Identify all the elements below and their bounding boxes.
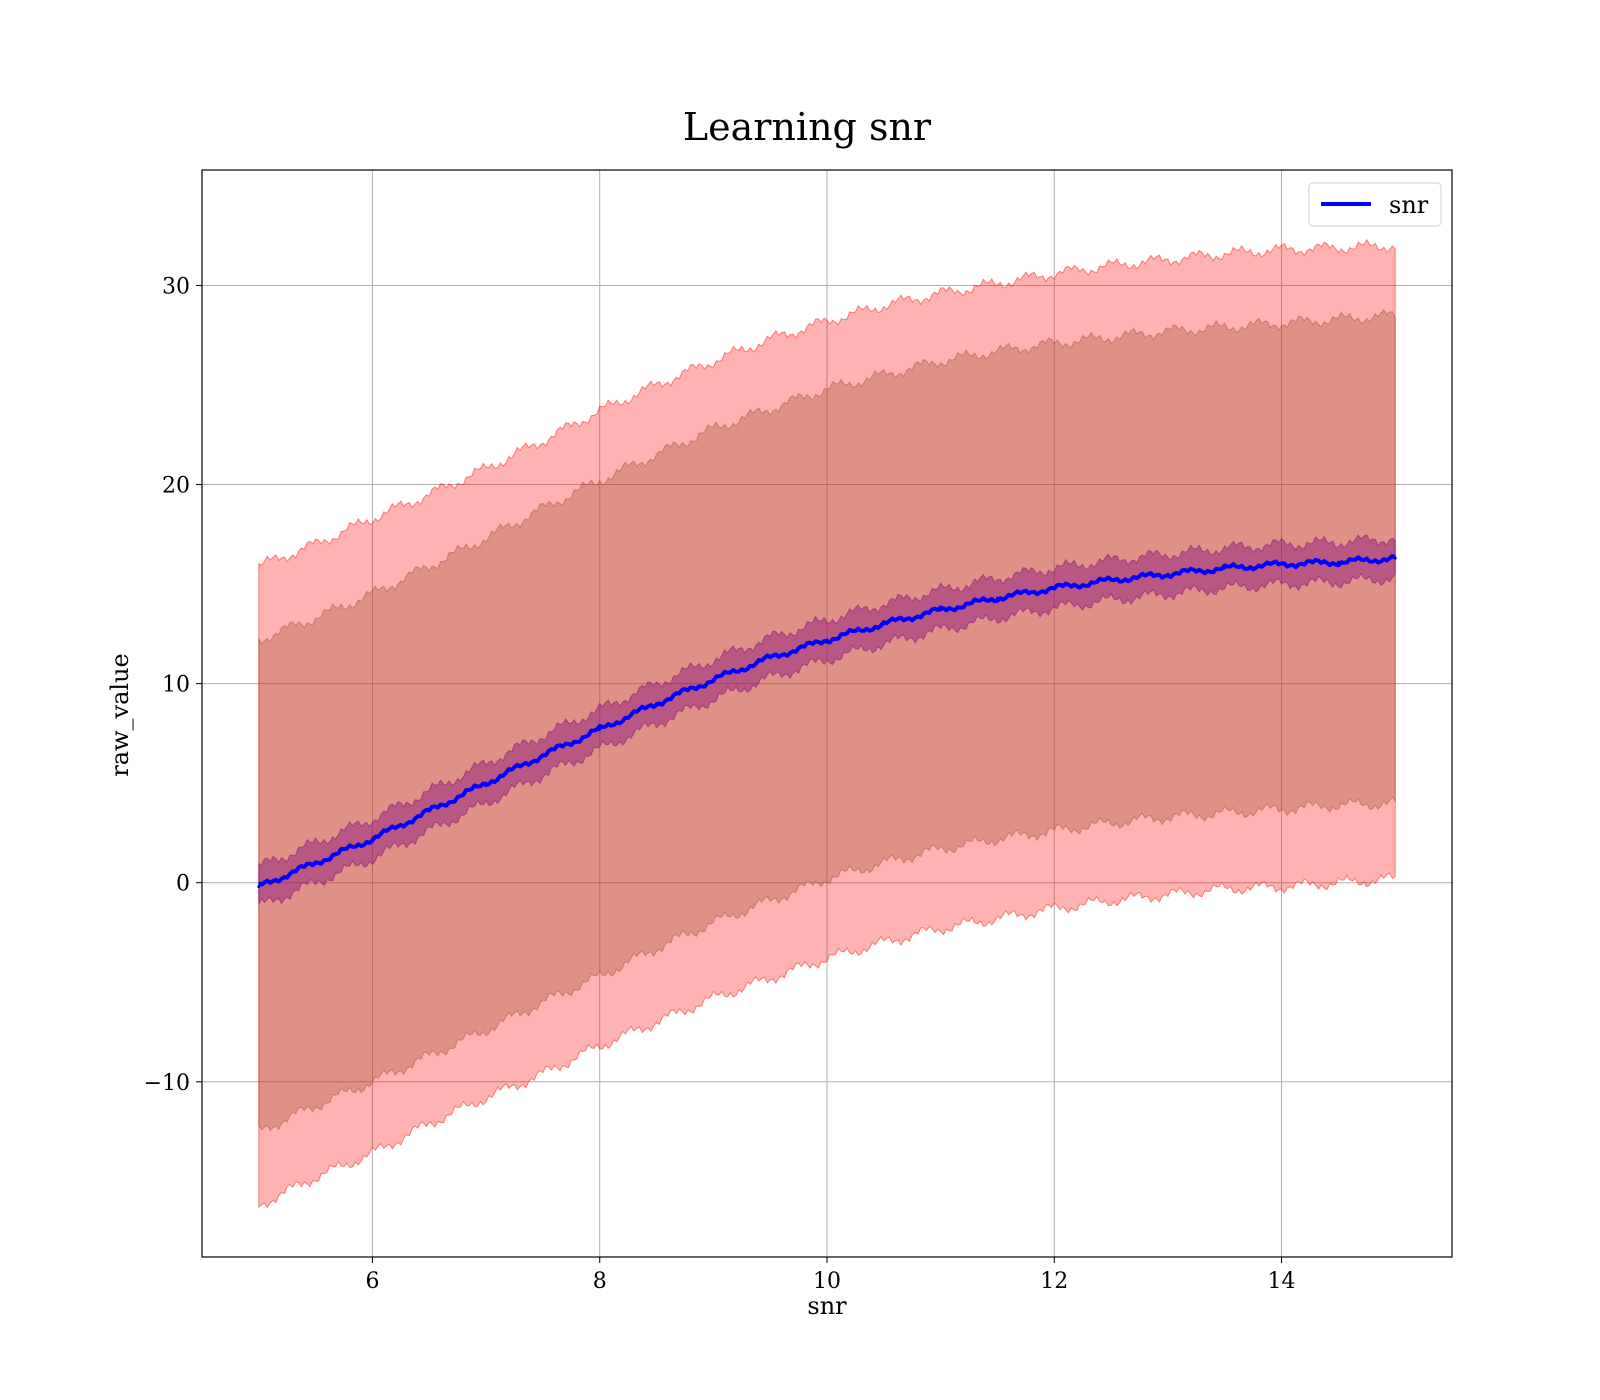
legend-label-snr: snr [1389,191,1429,219]
confidence-band-1 [258,238,1396,1209]
series-point-snr [1052,586,1056,590]
confidence-band-3 [258,534,1396,906]
series-point-snr [598,727,602,731]
series-point-snr [711,678,715,682]
series-point-snr [825,638,829,642]
series-line-snr [257,554,1397,887]
x-axis-label: snr [807,1292,847,1320]
legend-box [1308,182,1442,227]
y-tick-label: −10 [144,1071,190,1096]
series-point-snr [655,702,659,706]
series-point-snr [257,885,261,889]
confidence-bands [258,238,1396,1209]
series-point-snr [768,656,772,660]
x-tick-label: 12 [1040,1269,1068,1294]
series-point-snr [1166,572,1170,576]
series-point-snr [995,596,999,600]
confidence-band-2 [258,308,1396,1132]
y-tick-label: 10 [162,673,190,698]
x-tick-label: 6 [365,1269,379,1294]
y-axis-label: raw_value [106,653,134,777]
x-tick-label: 8 [593,1269,607,1294]
data-series [257,554,1397,889]
series-point-snr [370,837,374,841]
series-point-snr [1393,556,1397,560]
series-point-snr [882,622,886,626]
grid-lines [202,170,1452,1257]
series-point-snr [1336,560,1340,564]
x-tick-label: 10 [813,1269,841,1294]
series-point-snr [484,781,488,785]
series-point-snr [314,861,318,865]
y-tick-label: 20 [162,474,190,499]
legend: snr [1308,182,1442,227]
series-point-snr [541,753,545,757]
series-point-snr [427,809,431,813]
x-tick-label: 14 [1268,1269,1296,1294]
y-tick-label: 0 [176,872,190,897]
series-point-snr [1280,562,1284,566]
axis-ticks: 6 8 10 12 14 −10 0 10 20 30 [144,274,1296,1294]
chart-title: Learning snr [683,105,932,149]
y-tick-label: 30 [162,274,190,299]
series-point-snr [1109,578,1113,582]
series-point-snr [1223,566,1227,570]
series-point-snr [939,608,943,612]
